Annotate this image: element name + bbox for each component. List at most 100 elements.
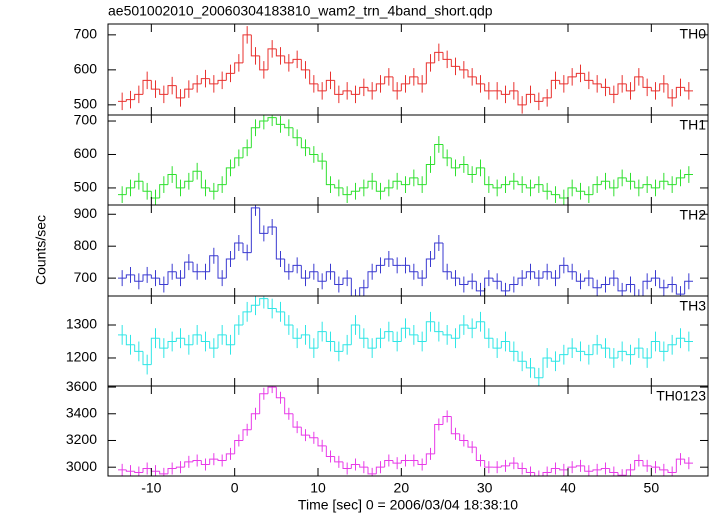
step — [200, 334, 210, 342]
step — [667, 181, 677, 186]
step — [234, 157, 243, 168]
step — [509, 462, 518, 466]
step — [167, 468, 177, 474]
step — [217, 184, 227, 192]
step — [475, 281, 485, 292]
step — [125, 469, 135, 472]
step — [650, 87, 660, 92]
step — [300, 137, 310, 149]
step — [417, 76, 427, 85]
step — [342, 344, 352, 352]
step — [359, 464, 368, 468]
step — [650, 184, 660, 189]
step — [125, 99, 135, 102]
step — [467, 164, 477, 176]
step — [134, 180, 143, 188]
step — [400, 460, 410, 464]
step — [217, 79, 227, 84]
step — [275, 48, 285, 57]
step — [325, 161, 335, 186]
panel-frame — [107, 114, 709, 206]
series-group — [118, 386, 693, 476]
step — [659, 83, 668, 91]
step — [534, 472, 536, 476]
step — [284, 311, 293, 326]
step — [509, 341, 518, 352]
step — [542, 472, 552, 476]
step — [350, 464, 360, 469]
step — [375, 83, 385, 91]
step — [425, 321, 435, 342]
step — [234, 439, 243, 454]
step — [550, 468, 560, 473]
step — [325, 445, 335, 458]
y-tick-label: 900 — [74, 205, 98, 221]
step — [134, 93, 143, 100]
step — [650, 277, 660, 282]
x-tick-label: 10 — [310, 480, 326, 496]
step — [500, 281, 510, 292]
step — [642, 76, 652, 88]
step — [342, 277, 352, 285]
step — [309, 271, 318, 279]
step — [667, 469, 677, 474]
step — [184, 88, 193, 98]
step — [550, 271, 560, 279]
step — [534, 367, 543, 379]
step — [525, 184, 535, 189]
step — [317, 331, 327, 349]
step — [592, 469, 602, 472]
step — [359, 287, 368, 296]
step — [267, 117, 277, 122]
y-tick-label: 3400 — [66, 404, 97, 420]
step — [434, 423, 443, 454]
step — [192, 83, 202, 90]
y-tick-label: 3000 — [66, 458, 97, 474]
step — [517, 277, 527, 285]
step — [642, 460, 652, 467]
step — [367, 467, 377, 475]
step — [500, 90, 510, 95]
step — [275, 308, 285, 313]
step — [667, 83, 677, 99]
step — [359, 325, 368, 339]
step — [459, 66, 468, 71]
step — [242, 34, 252, 63]
step — [234, 324, 243, 345]
step — [600, 344, 610, 349]
step — [567, 347, 577, 355]
step — [634, 181, 643, 189]
step — [350, 278, 352, 296]
step — [400, 327, 410, 342]
step — [550, 79, 560, 98]
step — [442, 242, 452, 273]
y-tick-label: 1300 — [66, 316, 97, 332]
step — [625, 284, 635, 291]
step — [142, 79, 152, 95]
step — [250, 207, 260, 253]
step — [575, 465, 585, 468]
step — [475, 321, 485, 329]
step — [450, 59, 460, 67]
y-tick-label: 700 — [74, 112, 98, 128]
step — [559, 468, 568, 471]
step — [584, 191, 593, 196]
step — [375, 181, 385, 192]
step — [542, 357, 552, 378]
step — [175, 174, 185, 189]
step — [509, 90, 518, 95]
step — [659, 467, 668, 471]
panel-frame — [107, 385, 709, 477]
legend-label: TH0 — [680, 26, 707, 42]
step — [567, 187, 577, 198]
step — [325, 271, 335, 282]
step — [417, 460, 427, 466]
step — [642, 280, 652, 296]
step — [642, 184, 652, 188]
step — [484, 167, 493, 186]
step — [317, 437, 327, 447]
step — [409, 76, 418, 84]
step — [484, 321, 493, 339]
step — [567, 265, 577, 273]
step — [400, 83, 410, 91]
